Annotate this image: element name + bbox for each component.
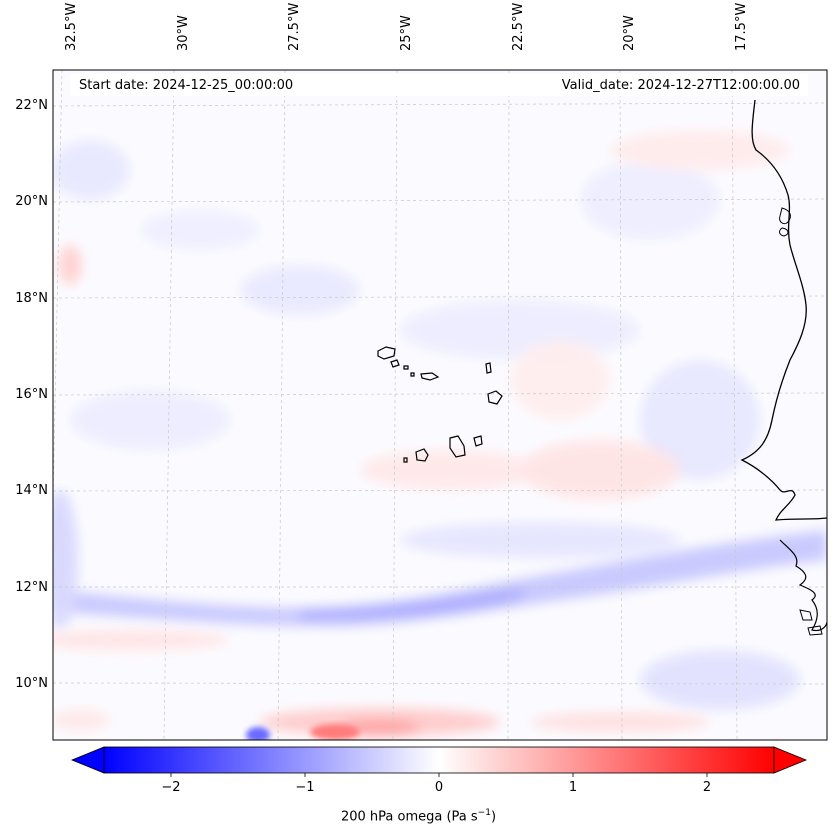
lat-label-20n: 20°N <box>15 194 48 209</box>
colorbar-tick-0: 0 <box>434 780 444 795</box>
omega-field <box>53 70 827 740</box>
colorbar-tick-2: 2 <box>702 780 712 795</box>
lat-label-18n: 18°N <box>15 291 48 306</box>
islands <box>377 346 503 463</box>
colorbar-label-unit: −1 <box>477 808 491 818</box>
colorbar-label: 200 hPa omega (Pa s−1) <box>0 808 837 824</box>
colorbar-label-text: 200 hPa omega (Pa s <box>340 809 478 825</box>
colorbar <box>70 746 808 777</box>
colorbar-low-extend <box>70 746 105 774</box>
colorbar-high-extend <box>773 746 808 774</box>
lat-label-16n: 16°N <box>15 387 48 402</box>
lat-label-22n: 22°N <box>15 98 48 113</box>
colorbar-tick-1: 1 <box>568 780 578 795</box>
info-box <box>70 74 808 96</box>
lat-label-12n: 12°N <box>15 580 48 595</box>
lat-label-10n: 10°N <box>15 676 48 691</box>
valid-date-label: Valid_date: 2024-12-27T12:00:00.00 <box>561 78 800 93</box>
colorbar-tick-minus2: −2 <box>161 780 181 795</box>
map-frame <box>52 69 828 741</box>
colorbar-label-close: ) <box>490 809 497 825</box>
start-date-label: Start date: 2024-12-25_00:00:00 <box>79 78 294 93</box>
colorbar-tick-minus1: −1 <box>295 780 315 795</box>
lat-label-14n: 14°N <box>15 483 48 498</box>
colorbar-gradient <box>103 746 775 774</box>
